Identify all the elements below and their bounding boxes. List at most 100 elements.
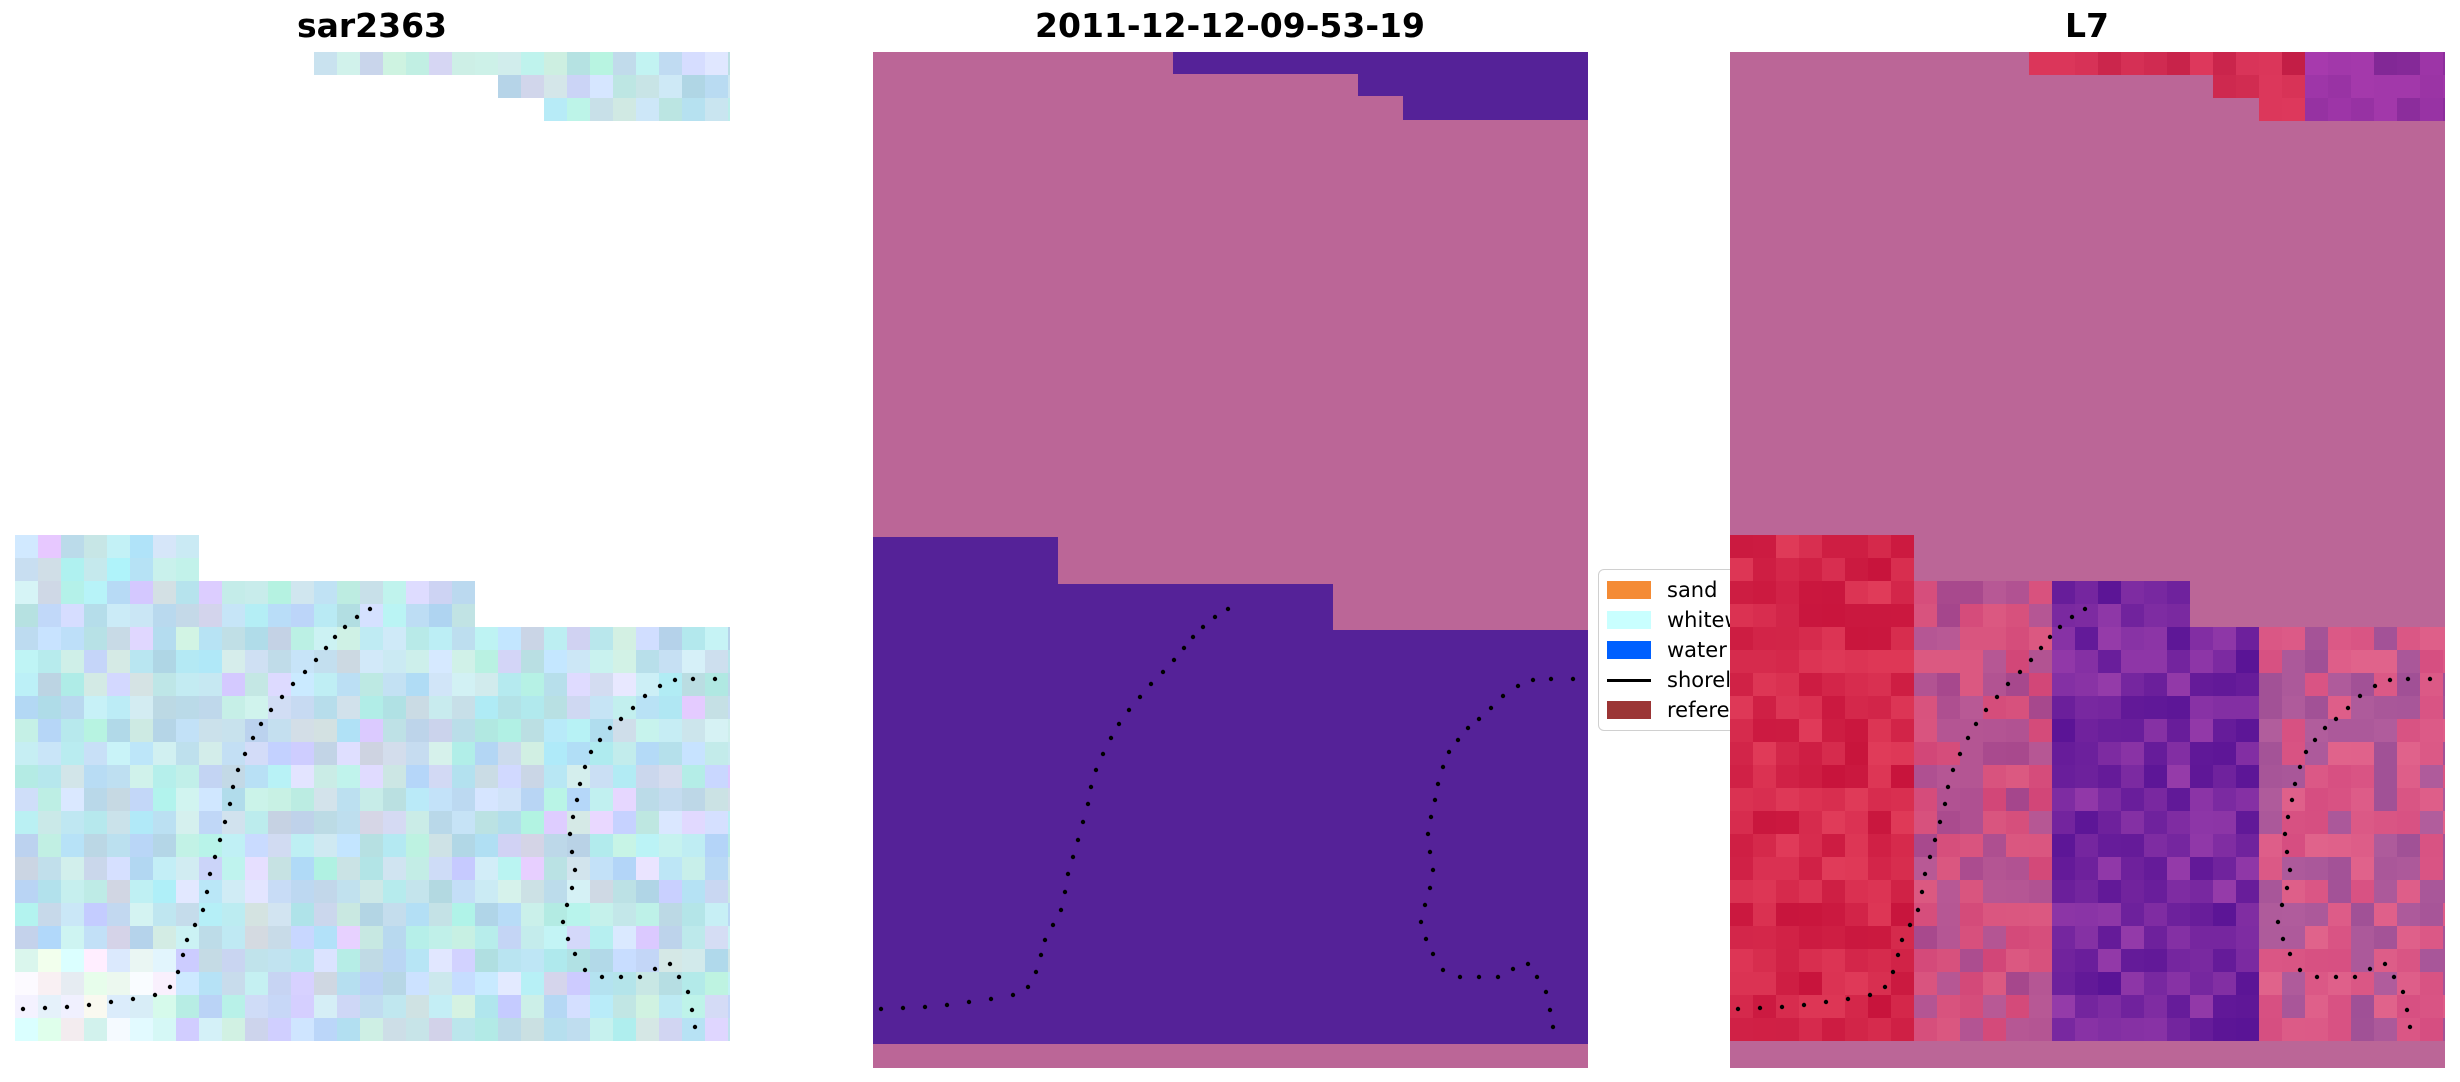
shoreline-dot: [922, 1004, 928, 1010]
shoreline-line-swatch: [1607, 678, 1651, 682]
shoreline-dot: [152, 992, 158, 998]
shoreline-dot: [207, 871, 213, 877]
shoreline-dot: [175, 969, 181, 975]
shoreline-dot: [676, 974, 682, 980]
shoreline-dot: [577, 781, 583, 787]
shoreline-dot: [1510, 966, 1516, 972]
shoreline-dot: [569, 849, 575, 855]
shoreline-dot: [637, 974, 643, 980]
shoreline-dot: [2297, 764, 2303, 770]
shoreline-dot: [1534, 974, 1540, 980]
shoreline-dot: [367, 606, 373, 612]
shoreline-dot: [2303, 749, 2309, 755]
shoreline-dot: [1801, 1002, 1807, 1008]
shoreline-dot: [966, 999, 972, 1005]
shoreline-dot: [2280, 936, 2286, 942]
shoreline-dot: [2285, 814, 2291, 820]
shoreline-dot: [712, 676, 718, 682]
whitewater-swatch: [1607, 611, 1651, 629]
shoreline-dot: [1025, 984, 1031, 990]
shoreline-dot: [1907, 922, 1913, 928]
shoreline-dot: [2314, 974, 2320, 980]
shoreline-dot: [1457, 974, 1463, 980]
shoreline-dot: [1932, 837, 1938, 843]
shoreline-dot: [2292, 781, 2298, 787]
shoreline-dot: [607, 725, 613, 731]
shoreline-dot: [1427, 885, 1433, 891]
legend-item-sand: sand: [1607, 578, 1717, 602]
shoreline-dot: [2407, 1024, 2413, 1030]
shoreline-dot: [2279, 902, 2285, 908]
shoreline-dot: [279, 694, 285, 700]
shoreline-dot: [685, 989, 691, 995]
shoreline-dot: [2038, 645, 2044, 651]
shoreline-dot: [1922, 871, 1928, 877]
shoreline-dot: [1075, 837, 1081, 843]
shoreline-dot: [1440, 967, 1446, 973]
shoreline-dot: [2357, 693, 2363, 699]
shoreline-dot: [1942, 801, 1948, 807]
shoreline-dot: [2382, 961, 2388, 967]
shoreline-dot: [1500, 693, 1506, 699]
shoreline-dot: [564, 902, 570, 908]
shoreline-dot: [1423, 936, 1429, 942]
shoreline-dot: [618, 974, 624, 980]
rgb-image-pixels: [15, 52, 730, 1041]
shoreline-dot: [1845, 996, 1851, 1002]
shoreline-dot: [1823, 999, 1829, 1005]
legend-label: sand: [1667, 578, 1718, 602]
shoreline-dot: [1495, 974, 1501, 980]
shoreline-dot: [180, 952, 186, 958]
detected-shoreline-dots: [1735, 606, 2433, 1030]
shoreline-dot: [1440, 764, 1446, 770]
shoreline-dot: [2282, 831, 2288, 837]
shoreline-dot: [642, 693, 648, 699]
shoreline-dot: [1010, 992, 1016, 998]
shoreline-dot: [672, 677, 678, 683]
shoreline-dot: [1108, 735, 1114, 741]
shoreline-dot: [1757, 1005, 1763, 1011]
shoreline-dot: [1033, 969, 1039, 975]
shoreline-dot: [230, 784, 236, 790]
shoreline-dot: [1058, 907, 1064, 913]
shoreline-dot: [630, 705, 636, 711]
shoreline-dot: [1867, 992, 1873, 998]
shoreline-dot: [565, 936, 571, 942]
shoreline-dot: [1515, 683, 1521, 689]
shoreline-dot: [1937, 819, 1943, 825]
shoreline-dot: [560, 919, 566, 925]
shoreline-dot: [1950, 767, 1956, 773]
shoreline-dot: [572, 867, 578, 873]
shoreline-dot: [572, 951, 578, 957]
shoreline-dot: [1547, 1007, 1553, 1013]
shoreline-dot: [2028, 657, 2034, 663]
shoreline-dot: [1899, 937, 1905, 943]
shoreline-dot: [1432, 797, 1438, 803]
shoreline-dot: [2284, 849, 2290, 855]
shoreline-dot: [184, 937, 190, 943]
detected-shoreline-dots: [20, 606, 718, 1030]
legend-label: water: [1667, 638, 1727, 662]
shoreline-dot: [1065, 871, 1071, 877]
shoreline-dot: [1435, 781, 1441, 787]
shoreline-dot: [2404, 1007, 2410, 1013]
shoreline-dot: [569, 885, 575, 891]
shoreline-dot: [2287, 951, 2293, 957]
shoreline-dot: [1425, 831, 1431, 837]
shoreline-dot: [1080, 819, 1086, 825]
shoreline-dot: [690, 676, 696, 682]
shoreline-dot: [2275, 919, 2281, 925]
shoreline-dot: [20, 1006, 26, 1012]
shoreline-dot: [1548, 676, 1554, 682]
shoreline-dot: [2289, 797, 2295, 803]
shoreline-dot: [570, 814, 576, 820]
legend-item-water: water: [1607, 638, 1727, 662]
shoreline-dot: [2312, 737, 2318, 743]
shoreline-dot: [1116, 721, 1122, 727]
shoreline-dot: [567, 831, 573, 837]
shoreline-dot: [988, 996, 994, 1002]
shoreline-dot: [2352, 974, 2358, 980]
shoreline-dot: [2372, 683, 2378, 689]
shoreline-dot: [235, 767, 241, 773]
classified-image-panel: [873, 52, 1588, 1068]
